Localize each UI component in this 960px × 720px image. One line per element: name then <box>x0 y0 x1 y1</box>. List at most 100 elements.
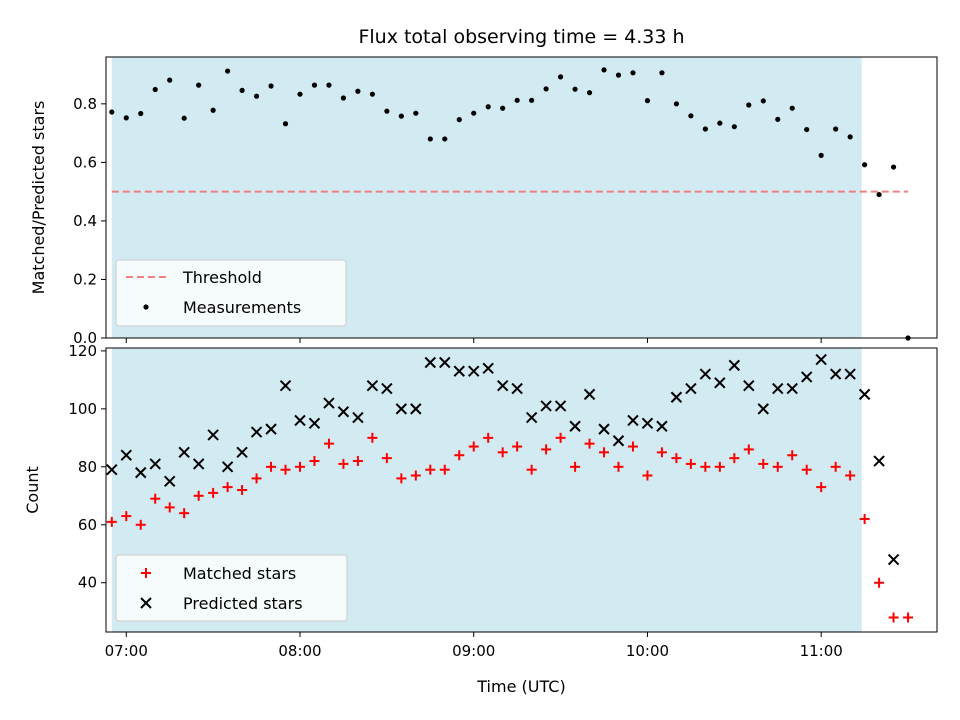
matched-star-point <box>845 470 856 481</box>
measurement-point <box>876 191 882 198</box>
measurement-point <box>890 164 897 170</box>
measurement-point <box>109 109 115 115</box>
matched-star-point <box>772 461 783 472</box>
measurement-point <box>500 105 506 111</box>
predicted-star-point <box>178 446 190 459</box>
measurement-point <box>196 82 202 88</box>
x-tick-label: 11:00 <box>800 642 843 660</box>
predicted-star-point <box>366 379 379 392</box>
count-axis-ticks: 40 60 80 100 120 07:00 08:00 09:00 10:00 11:00 <box>68 342 842 660</box>
matched-star-point <box>787 450 798 461</box>
measurement-point <box>456 117 462 123</box>
ratio-y-tick-label: 0.6 <box>73 153 97 171</box>
measurement-point <box>615 72 622 78</box>
ratio-legend-box <box>115 259 347 327</box>
measurement-point <box>514 97 520 103</box>
measurement-point <box>557 74 564 80</box>
predicted-star-point <box>656 420 668 432</box>
predicted-star-point <box>800 371 813 383</box>
matched-star-point <box>874 577 885 588</box>
matched-star-point <box>106 516 117 527</box>
measurement-point <box>601 67 607 73</box>
measurement-point <box>268 83 274 89</box>
matched-star-point <box>280 464 291 475</box>
matched-star-point <box>179 508 190 519</box>
measurement-point <box>384 108 390 114</box>
measurement-point <box>731 124 737 130</box>
matched-star-point <box>685 458 696 469</box>
matched-star-point <box>237 485 248 495</box>
matched-stars-points <box>106 432 914 623</box>
predicted-star-point <box>844 368 856 380</box>
predicted-star-point <box>583 388 596 401</box>
matched-star-point <box>164 502 175 513</box>
x-tick-label: 07:00 <box>105 642 148 660</box>
predicted-star-point <box>496 379 509 392</box>
predicted-star-point <box>873 455 885 467</box>
matched-star-point <box>425 464 436 475</box>
matched-star-point <box>830 461 841 472</box>
x-axis-label: Time (UTC) <box>476 677 565 696</box>
predicted-star-point <box>192 458 205 470</box>
predicted-star-point <box>641 417 654 430</box>
predicted-star-point <box>337 406 350 418</box>
legend-threshold-label: Threshold <box>182 268 262 287</box>
matched-star-point <box>671 453 682 464</box>
matched-star-point <box>743 444 754 455</box>
measurement-point <box>630 70 636 76</box>
measurement-point <box>253 93 260 99</box>
matched-star-point <box>294 461 305 472</box>
matched-star-point <box>512 441 523 452</box>
matched-star-point <box>613 461 624 472</box>
measurement-point <box>369 91 375 97</box>
measurement-point <box>167 77 173 83</box>
ratio-panel-frame <box>105 56 938 339</box>
measurement-point <box>485 104 491 110</box>
measurement-point <box>688 113 694 119</box>
predicted-star-point <box>381 382 393 395</box>
ratio-y-tick-label: 0.0 <box>73 329 97 347</box>
matched-star-point <box>410 470 421 481</box>
matched-star-point <box>381 453 392 464</box>
measurement-point <box>239 87 245 93</box>
predicted-star-point <box>207 429 219 441</box>
matched-star-point <box>642 470 653 481</box>
legend-predicted-label: Predicted stars <box>183 594 303 613</box>
x-tick-label: 09:00 <box>452 642 495 660</box>
predicted-star-point <box>627 414 639 427</box>
measurement-point <box>847 134 853 140</box>
legend-matched-label: Matched stars <box>183 564 296 583</box>
matched-star-point <box>700 461 711 472</box>
ratio-panel: 0.0 0.2 0.4 0.6 0.8 Flux total observing tim… <box>29 26 938 347</box>
matched-star-point <box>367 432 378 443</box>
measurement-point <box>442 136 448 142</box>
predicted-star-point <box>352 411 364 424</box>
measurement-point <box>225 68 231 74</box>
matched-star-point <box>208 487 219 498</box>
measurement-point <box>862 162 868 168</box>
chart-title: Flux total observing time = 4.33 h <box>358 26 684 48</box>
matched-star-point <box>555 432 566 443</box>
count-legend: Matched stars Predicted stars <box>115 554 348 622</box>
legend-measurements-label: Measurements <box>183 298 301 317</box>
measurement-point <box>311 82 318 88</box>
predicted-star-point <box>554 400 567 412</box>
matched-star-point <box>801 464 812 475</box>
predicted-star-point <box>670 391 683 403</box>
predicted-star-point <box>308 417 321 430</box>
predicted-star-point <box>439 356 451 369</box>
measurement-point <box>471 110 477 116</box>
matched-star-point <box>439 464 450 475</box>
measurement-point <box>644 98 651 104</box>
measurement-point <box>413 110 419 116</box>
count-y-tick-label: 120 <box>68 342 97 360</box>
matched-star-point <box>541 444 552 455</box>
matched-star-point <box>468 441 479 452</box>
predicted-star-point <box>699 368 712 380</box>
predicted-star-point <box>135 466 147 479</box>
predicted-star-point <box>569 420 581 432</box>
predicted-star-point <box>453 365 465 377</box>
measurement-point <box>659 70 665 76</box>
predicted-star-point <box>106 464 118 476</box>
